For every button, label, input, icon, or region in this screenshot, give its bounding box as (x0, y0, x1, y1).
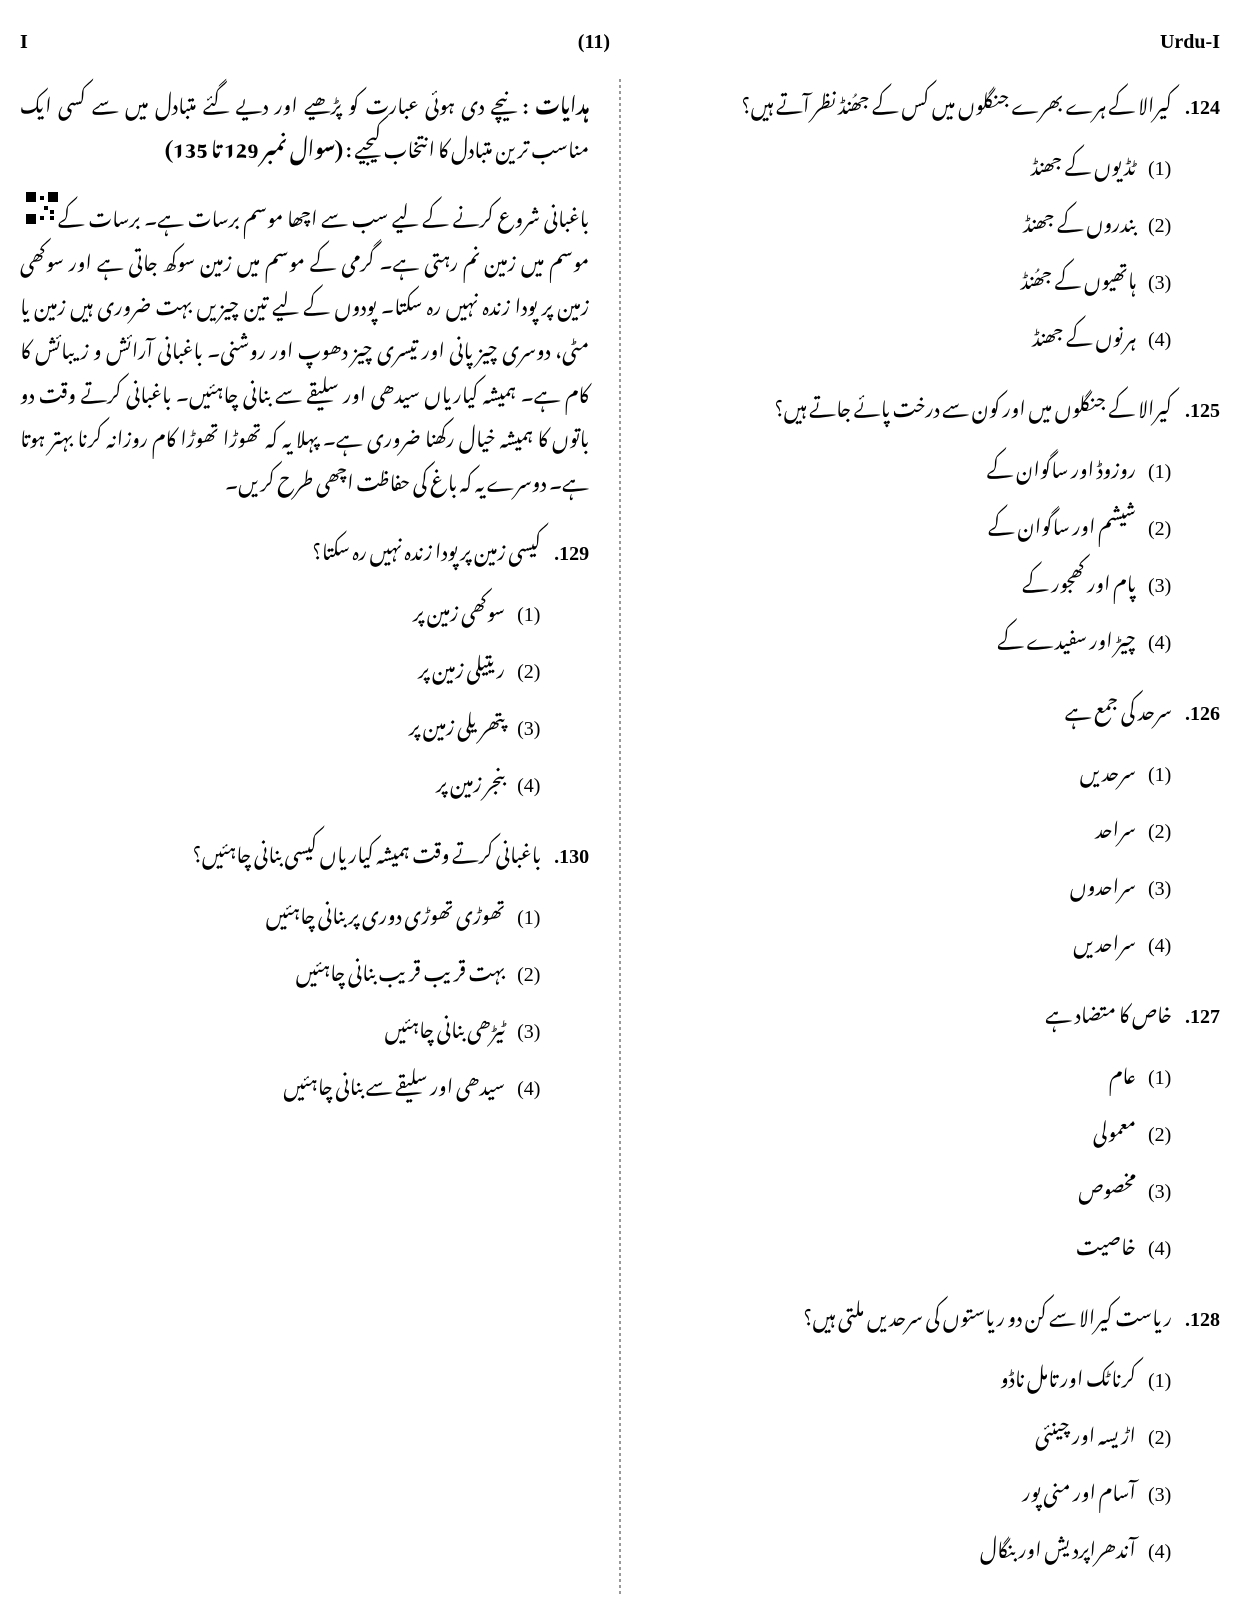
option-2: (2)ریتیلی زمین پر (20, 643, 549, 694)
option-4: (4)آندھراپردیش اور بنگال (651, 1523, 1180, 1574)
question-128: .128 ریاست کیرالا سے کن دو ریاستوں کی سر… (651, 1291, 1220, 1574)
instructions: ہدایات : نیچے دی ہوئی عبارت کو پڑھیے اور… (20, 79, 589, 167)
option-4: (4)ہرنوں کے جھنڈ (651, 311, 1180, 362)
option-3: (3)مخصوص (651, 1163, 1180, 1214)
option-3: (3)ٹیڑھی بنانی چاہئیں (20, 1003, 549, 1054)
q-text: ریاست کیرالا سے کن دو ریاستوں کی سرحدیں … (651, 1291, 1172, 1335)
option-3: (3)پتھریلی زمین پر (20, 700, 549, 751)
passage-text: باغبانی شروع کرنے کے لیے سب سے اچھا موسم… (20, 192, 589, 500)
q-text: سرحد کی جمع ہے (651, 685, 1172, 729)
qr-code-icon (26, 192, 58, 224)
page-body: .124 کیرالا کے ہرے بھرے جنگلوں میں کس کے… (20, 79, 1220, 1594)
option-1: (1)سرحدیں (651, 746, 1180, 797)
option-4: (4)خاصیت (651, 1220, 1180, 1271)
options: (1)تھوڑی تھوڑی دوری پر بنانی چاہئیں (2)ب… (20, 889, 589, 1111)
option-3: (3)آسام اور منی پور (651, 1466, 1180, 1517)
q-number: .125 (1180, 382, 1220, 433)
left-column: ہدایات : نیچے دی ہوئی عبارت کو پڑھیے اور… (20, 79, 589, 1594)
option-2: (2)بندروں کے جھنڈ (651, 197, 1180, 248)
question-127: .127 خاص کا متضاد ہے (1)عام (2)معمولی (3… (651, 988, 1220, 1271)
column-divider (619, 79, 621, 1594)
option-2: (2)اڑیسہ اور چینئی (651, 1409, 1180, 1460)
question-129: .129 کیسی زمین پر پودا زندہ نہیں رہ سکتا… (20, 525, 589, 808)
q-number: .124 (1180, 79, 1220, 130)
q-text: خاص کا متضاد ہے (651, 988, 1172, 1032)
option-4: (4)بنجر زمین پر (20, 757, 549, 808)
q-number: .128 (1180, 1291, 1220, 1342)
question-126: .126 سرحد کی جمع ہے (1)سرحدیں (2)سراحد (… (651, 685, 1220, 968)
option-1: (1)سوکھی زمین پر (20, 586, 549, 637)
option-2: (2)سراحد (651, 803, 1180, 854)
option-1: (1)ٹڈیوں کے جھنڈ (651, 140, 1180, 191)
option-3: (3)پام اور کھجور کے (651, 557, 1180, 608)
option-3: (3)سراحدوں (651, 860, 1180, 911)
q-number: .129 (549, 525, 589, 576)
q-text: باغبانی کرتے وقت ہمیشہ کیاریاں کیسی بنان… (20, 828, 541, 872)
options: (1)روزوڈ اور ساگوان کے (2)شیشم اور ساگوا… (651, 443, 1220, 665)
q-number: .130 (549, 828, 589, 879)
q-text: کیسی زمین پر پودا زندہ نہیں رہ سکتا؟ (20, 525, 541, 569)
option-1: (1)روزوڈ اور ساگوان کے (651, 443, 1180, 494)
q-text: کیرالا کے جنگلوں میں اور کون سے درخت پائ… (651, 382, 1172, 426)
q-number: .126 (1180, 685, 1220, 736)
question-125: .125 کیرالا کے جنگلوں میں اور کون سے درخ… (651, 382, 1220, 665)
options: (1)عام (2)معمولی (3)مخصوص (4)خاصیت (651, 1049, 1220, 1271)
header-center: (11) (578, 20, 610, 64)
question-124: .124 کیرالا کے ہرے بھرے جنگلوں میں کس کے… (651, 79, 1220, 362)
right-column: .124 کیرالا کے ہرے بھرے جنگلوں میں کس کے… (651, 79, 1220, 1594)
header-left: I (20, 20, 28, 64)
q-text: کیرالا کے ہرے بھرے جنگلوں میں کس کے جھُن… (651, 79, 1172, 123)
option-4: (4)سراحدیں (651, 917, 1180, 968)
option-2: (2)بہت قریب قریب بنانی چاہئیں (20, 946, 549, 997)
page-header: I (11) Urdu-I (20, 20, 1220, 64)
option-4: (4)چیڑ اور سفیدے کے (651, 614, 1180, 665)
option-2: (2)معمولی (651, 1106, 1180, 1157)
option-1: (1)تھوڑی تھوڑی دوری پر بنانی چاہئیں (20, 889, 549, 940)
option-3: (3)ہاتھیوں کے جھُنڈ (651, 254, 1180, 305)
instr-label: ہدایات : (522, 76, 589, 126)
option-4: (4)سیدھی اور سلیقے سے بنانی چاہئیں (20, 1060, 549, 1111)
question-130: .130 باغبانی کرتے وقت ہمیشہ کیاریاں کیسی… (20, 828, 589, 1111)
q-number: .127 (1180, 988, 1220, 1039)
options: (1)کرناٹک اور تامل ناڈو (2)اڑیسہ اور چین… (651, 1352, 1220, 1574)
option-1: (1)کرناٹک اور تامل ناڈو (651, 1352, 1180, 1403)
instr-range: (سوال نمبر 129 تا 135) (165, 120, 343, 170)
options: (1)ٹڈیوں کے جھنڈ (2)بندروں کے جھنڈ (3)ہا… (651, 140, 1220, 362)
options: (1)سوکھی زمین پر (2)ریتیلی زمین پر (3)پت… (20, 586, 589, 808)
option-2: (2)شیشم اور ساگوان کے (651, 500, 1180, 551)
header-right: Urdu-I (1160, 20, 1220, 64)
options: (1)سرحدیں (2)سراحد (3)سراحدوں (4)سراحدیں (651, 746, 1220, 968)
option-1: (1)عام (651, 1049, 1180, 1100)
